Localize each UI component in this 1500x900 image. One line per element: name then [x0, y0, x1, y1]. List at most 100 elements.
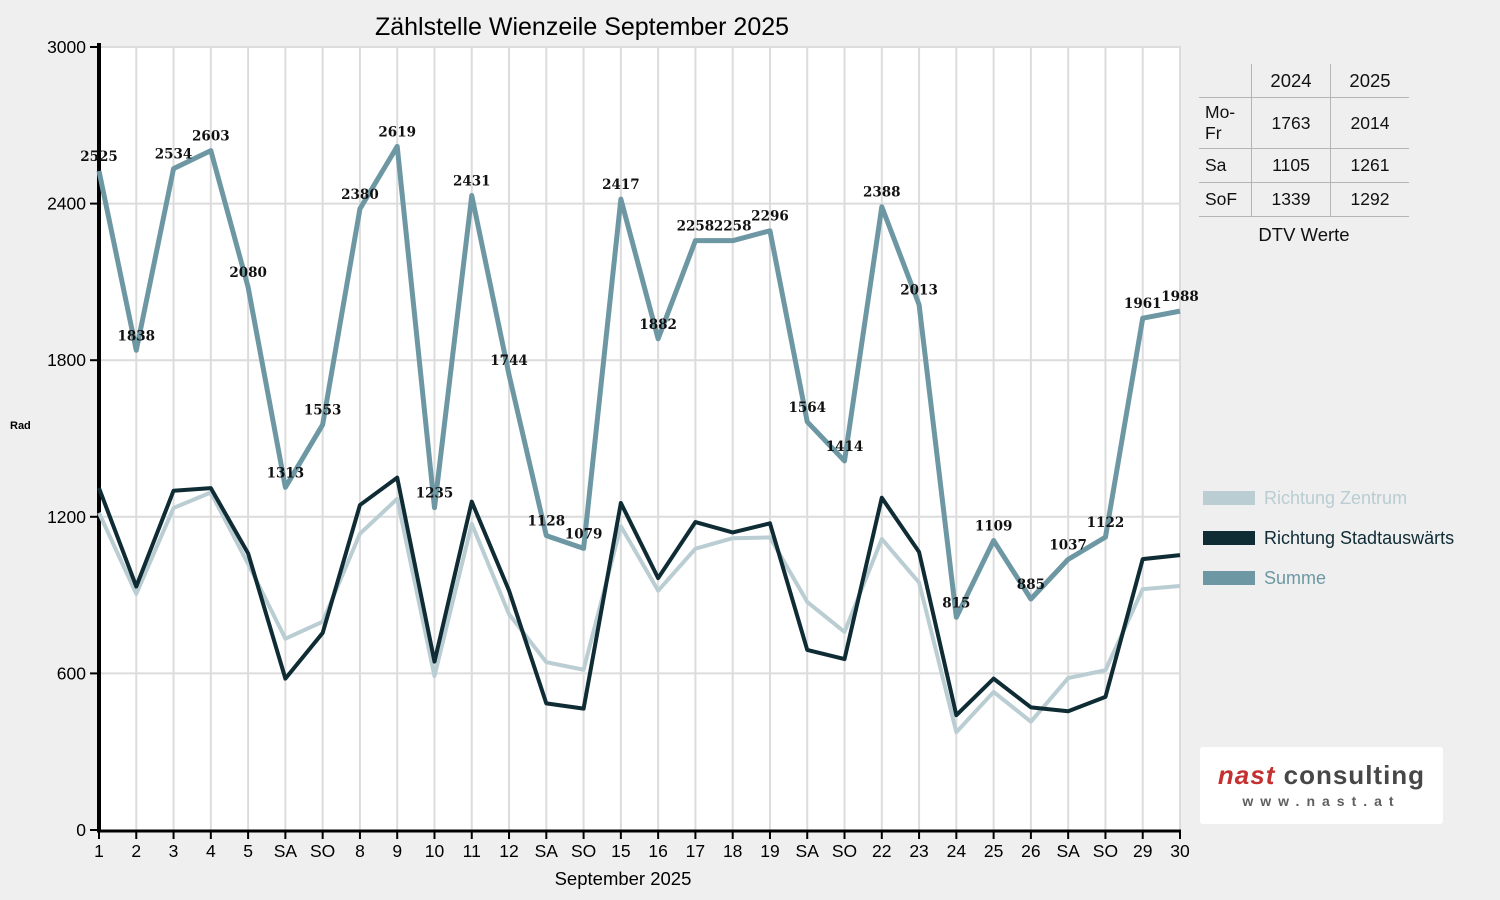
data-label: 885 — [1017, 577, 1045, 593]
data-label: 1037 — [1049, 537, 1087, 553]
data-label: 1109 — [975, 519, 1013, 535]
x-axis-label: 10 — [425, 841, 445, 861]
x-axis-label: 2 — [131, 841, 141, 861]
data-label: 1553 — [304, 403, 342, 419]
x-axis-label: 1 — [94, 841, 104, 861]
row-label: Mo-Fr — [1205, 102, 1236, 143]
y-axis-tick-label: 1800 — [47, 350, 86, 370]
data-label: 1564 — [788, 400, 826, 416]
dtv-table: 2024 2025 Mo-Fr 1763 2014 Sa 1105 1261 S… — [1199, 64, 1409, 217]
data-label: 1744 — [490, 353, 528, 369]
data-label: 1128 — [528, 514, 566, 530]
x-axis-label: SO — [310, 841, 335, 861]
data-label: 1882 — [639, 317, 677, 333]
x-axis-label: 8 — [355, 841, 365, 861]
data-label: 2080 — [229, 265, 267, 281]
x-axis-label: 26 — [1021, 841, 1040, 861]
data-label: 2258 — [677, 219, 715, 235]
x-axis-label: SA — [274, 841, 298, 861]
row-label: Sa — [1205, 155, 1227, 175]
legend-swatch — [1203, 571, 1255, 585]
data-label: 1079 — [565, 526, 603, 542]
y-axis-label: Rad — [10, 420, 31, 432]
legend-item-zentrum: Richtung Zentrum — [1203, 487, 1454, 508]
y-axis-tick-label: 600 — [57, 663, 86, 683]
y-axis-tick-label: 1200 — [47, 507, 86, 527]
x-axis-label: SO — [832, 841, 857, 861]
data-label: 1414 — [826, 439, 864, 455]
table-col-2025: 2025 — [1330, 64, 1409, 98]
x-axis-label: SO — [1093, 841, 1118, 861]
x-axis-label: 23 — [909, 841, 928, 861]
x-axis-label: SA — [796, 841, 820, 861]
table-col-2024: 2024 — [1251, 64, 1331, 98]
data-label: 2388 — [863, 185, 901, 201]
legend-label: Richtung Zentrum — [1264, 487, 1408, 508]
chart-legend: Richtung Zentrum Richtung Stadtauswärts … — [1203, 487, 1455, 609]
legend-swatch — [1203, 531, 1255, 545]
series-line-richtung-stadtausw-rts — [97, 475, 1181, 718]
table-corner-cell — [1199, 64, 1252, 98]
nast-consulting-logo: nast consulting www.nast.at — [1200, 747, 1443, 824]
x-axis-label: 17 — [686, 841, 705, 861]
legend-item-stadtauswaerts: Richtung Stadtauswärts — [1203, 527, 1455, 548]
series-line-richtung-zentrum — [97, 490, 1181, 735]
table-header-row: 2024 2025 — [1199, 64, 1409, 98]
x-axis-label: 5 — [243, 841, 253, 861]
data-label: 1988 — [1161, 289, 1199, 305]
data-label: 1313 — [267, 465, 305, 481]
data-label: 2258 — [714, 219, 752, 235]
data-label: 1122 — [1087, 515, 1125, 531]
value-2025: 2014 — [1330, 97, 1409, 149]
data-label: 1235 — [416, 486, 454, 502]
data-label: 2380 — [341, 187, 379, 203]
logo-brand-primary: nast — [1217, 760, 1276, 791]
x-axis-label: 12 — [499, 841, 518, 861]
value-2025: 1261 — [1330, 148, 1409, 183]
x-axis-label: 3 — [169, 841, 179, 861]
table-caption: DTV Werte — [1258, 224, 1350, 245]
table-row: Mo-Fr 1763 2014 — [1199, 97, 1409, 149]
value-2025: 1292 — [1330, 182, 1409, 217]
dtv-table-panel: 2024 2025 Mo-Fr 1763 2014 Sa 1105 1261 S… — [1199, 64, 1409, 246]
x-axis-label: SO — [571, 841, 596, 861]
logo-brand-secondary: consulting — [1283, 760, 1426, 791]
table-row: Sa 1105 1261 — [1199, 148, 1409, 183]
x-axis-title: September 2025 — [555, 868, 692, 889]
y-axis-tick-label: 3000 — [47, 37, 86, 57]
x-axis-label: 4 — [206, 841, 216, 861]
y-axis-tick-label: 2400 — [47, 194, 86, 214]
y-axis-tick-label: 0 — [76, 820, 86, 840]
row-label: SoF — [1205, 189, 1238, 209]
x-axis-label: SA — [535, 841, 559, 861]
data-label: 2619 — [378, 124, 416, 140]
data-label: 2534 — [155, 147, 193, 163]
data-label: 2525 — [80, 149, 118, 165]
x-axis-label: 29 — [1133, 841, 1152, 861]
x-axis-label: 19 — [760, 841, 779, 861]
data-label: 2013 — [900, 283, 938, 299]
x-axis-label: 11 — [463, 841, 481, 861]
x-axis-label: 24 — [947, 841, 967, 861]
legend-item-summe: Summe — [1203, 568, 1454, 588]
data-label: 2431 — [453, 174, 491, 190]
x-axis-label: 16 — [648, 841, 667, 861]
x-axis-label: 9 — [392, 841, 402, 861]
x-axis-label: SA — [1056, 841, 1080, 861]
series-line-summe — [96, 143, 1181, 620]
x-axis-label: 18 — [723, 841, 742, 861]
data-label: 1838 — [117, 328, 155, 344]
data-label: 2296 — [751, 209, 789, 225]
x-axis-label: 15 — [611, 841, 630, 861]
x-axis-label: 25 — [984, 841, 1003, 861]
legend-label: Richtung Stadtauswärts — [1264, 527, 1455, 548]
value-2024: 1763 — [1251, 97, 1331, 149]
x-axis-label: 22 — [872, 841, 891, 861]
data-label: 815 — [942, 595, 970, 611]
table-row: SoF 1339 1292 — [1199, 182, 1409, 217]
x-axis-label: 30 — [1170, 841, 1190, 861]
value-2024: 1105 — [1251, 148, 1331, 183]
data-label: 2417 — [602, 177, 640, 193]
